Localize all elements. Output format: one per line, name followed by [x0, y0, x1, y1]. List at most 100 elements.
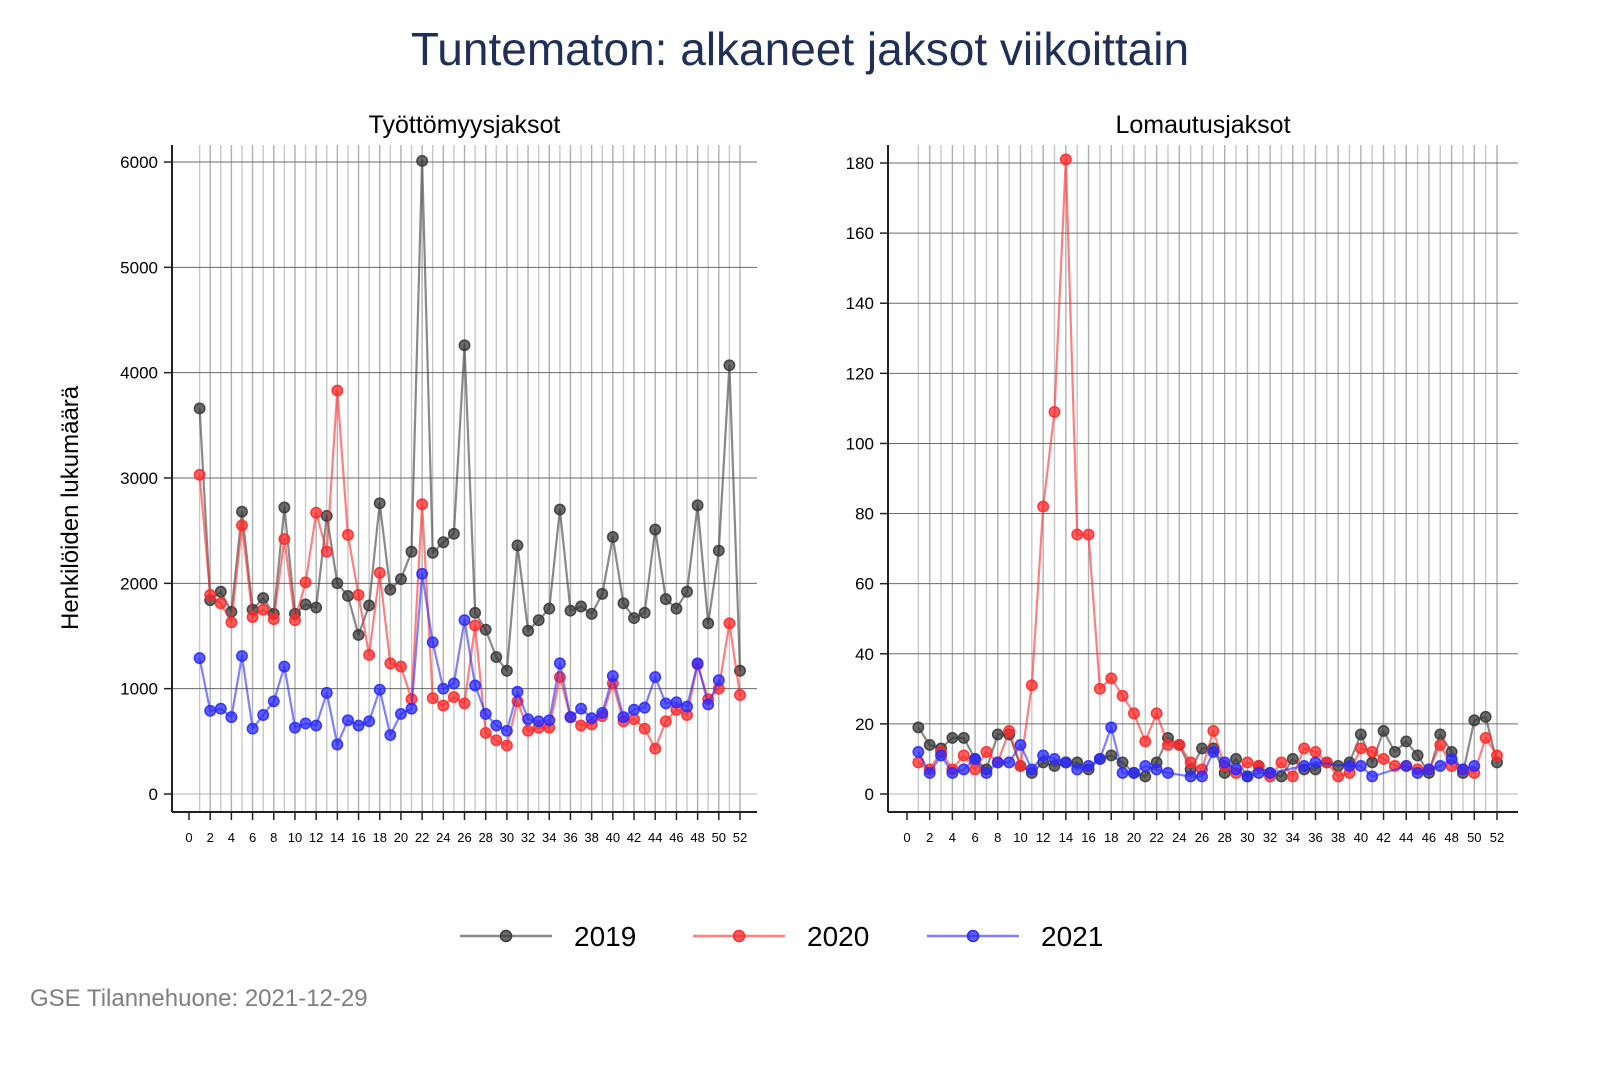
data-point-2019	[991, 728, 1004, 741]
data-point-2021	[564, 711, 577, 724]
data-point-2020	[490, 734, 503, 747]
data-point-2020	[1048, 405, 1061, 418]
data-point-2020	[236, 519, 248, 532]
data-point-2021	[373, 683, 386, 696]
data-point-2021	[246, 722, 259, 735]
data-point-2021	[628, 703, 640, 716]
data-point-2020	[1014, 760, 1027, 772]
data-point-2020	[1491, 749, 1503, 762]
data-point-2021	[289, 721, 301, 734]
x-tick-label: 4	[949, 830, 956, 845]
data-point-2021	[575, 702, 588, 715]
series-2021	[193, 567, 725, 751]
data-point-2019	[585, 607, 598, 620]
data-point-2021	[702, 698, 715, 711]
data-point-2021	[299, 717, 312, 730]
x-tick-label: 48	[1444, 830, 1458, 845]
data-point-2020	[659, 715, 672, 728]
x-tick-label: 0	[903, 830, 910, 845]
data-point-2021	[912, 745, 925, 758]
x-tick-label: 24	[436, 830, 450, 845]
data-point-2021	[946, 767, 959, 779]
x-tick-label: 16	[351, 830, 365, 845]
data-point-2019	[437, 536, 450, 549]
data-point-2019	[532, 614, 545, 627]
data-point-2019	[490, 651, 503, 664]
data-point-2019	[1366, 756, 1379, 769]
data-point-2019	[1377, 724, 1390, 737]
data-point-2021	[394, 707, 407, 720]
data-point-2021	[1127, 767, 1140, 779]
x-tick-label: 48	[690, 830, 704, 845]
data-point-2019	[723, 359, 736, 372]
data-point-2021	[935, 749, 947, 762]
data-point-2021	[437, 682, 450, 695]
data-point-2019	[1196, 742, 1208, 755]
data-point-2021	[331, 738, 344, 751]
data-point-2019	[1105, 749, 1118, 762]
data-point-2019	[299, 598, 312, 611]
data-point-2019	[214, 585, 227, 598]
panel-title: Lomautusjaksot	[1115, 111, 1290, 139]
data-point-2020	[257, 603, 270, 616]
x-tick-label: 6	[249, 830, 256, 845]
data-point-2020	[394, 660, 407, 673]
data-point-2019	[257, 592, 270, 605]
data-point-2019	[1400, 735, 1413, 748]
data-point-2020	[1105, 672, 1118, 685]
x-tick-label: 46	[669, 830, 683, 845]
data-point-2019	[1468, 714, 1481, 727]
data-point-2019	[617, 597, 630, 610]
data-point-2020	[352, 588, 365, 601]
data-point-2021	[458, 614, 471, 627]
data-point-2021	[522, 713, 535, 726]
x-tick-label: 30	[500, 830, 514, 845]
data-point-2020	[638, 722, 651, 735]
data-point-2019	[606, 531, 619, 543]
footer-source: GSE Tilannehuone: 2021-12-29	[30, 985, 368, 1012]
x-tick-label: 8	[994, 830, 1001, 845]
data-point-2021	[1434, 760, 1447, 772]
legend-marker	[732, 929, 746, 943]
data-point-2019	[1388, 745, 1401, 758]
y-tick-label: 160	[846, 224, 874, 243]
data-point-2020	[980, 745, 993, 758]
x-tick-label: 46	[1422, 830, 1436, 845]
series-line-2019	[198, 159, 742, 672]
legend: 2019 2020 2021	[460, 921, 1103, 952]
data-point-2021	[236, 650, 248, 662]
data-point-2020	[1434, 738, 1447, 751]
data-point-2019	[1230, 752, 1242, 765]
data-point-2019	[543, 602, 556, 615]
x-tick-label: 40	[1354, 830, 1368, 845]
data-point-2021	[532, 715, 545, 728]
data-point-2019	[394, 573, 407, 586]
data-point-2020	[246, 611, 259, 623]
data-point-2021	[1264, 767, 1277, 779]
data-point-2019	[363, 599, 376, 612]
x-tick-label: 20	[1127, 830, 1141, 845]
legend-label: 2021	[1041, 921, 1103, 952]
data-point-2021	[1105, 721, 1118, 734]
y-tick-label: 0	[149, 785, 158, 804]
data-point-2019	[957, 731, 970, 744]
data-point-2020	[500, 739, 513, 752]
data-point-2021	[1411, 767, 1424, 779]
data-point-2021	[1093, 752, 1106, 765]
data-point-2020	[1207, 724, 1220, 737]
data-point-2020	[969, 763, 982, 776]
data-point-2021	[426, 636, 439, 649]
data-point-2019	[553, 503, 566, 516]
legend-label: 2019	[574, 921, 636, 952]
x-tick-label: 52	[733, 830, 747, 845]
data-point-2021	[553, 657, 566, 670]
data-point-2019	[638, 606, 651, 619]
data-point-2020	[1127, 707, 1140, 720]
data-point-2021	[469, 679, 482, 692]
data-point-2019	[923, 738, 936, 751]
data-point-2019	[278, 501, 291, 514]
data-point-2019	[384, 583, 397, 596]
data-point-2021	[691, 657, 704, 670]
data-point-2021	[1366, 770, 1379, 783]
